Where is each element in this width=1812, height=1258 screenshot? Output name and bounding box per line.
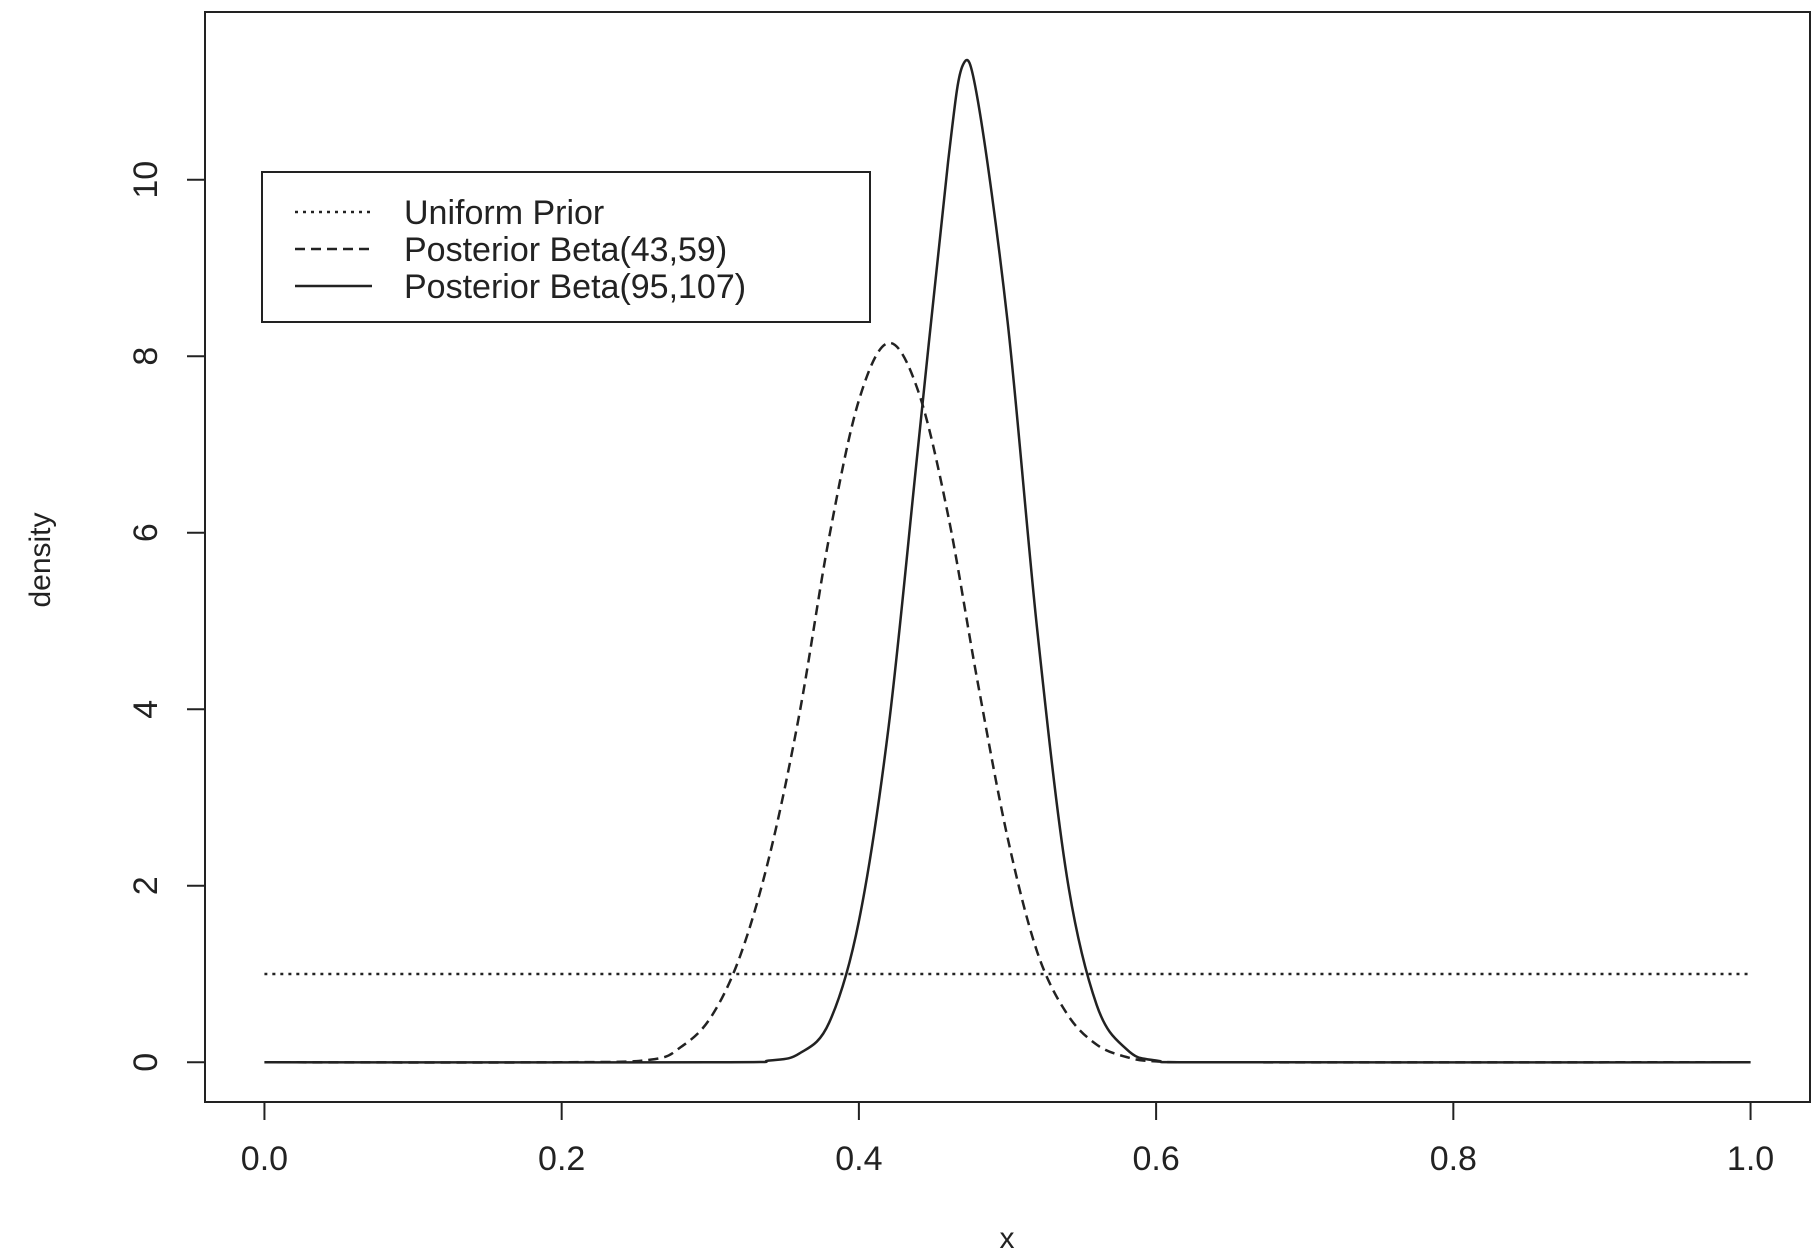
y-tick-label: 10	[127, 161, 165, 199]
y-tick-label: 8	[127, 347, 165, 366]
legend-box	[261, 171, 871, 323]
legend-label-2: Posterior Beta(43,59)	[404, 231, 727, 269]
y-tick-label: 2	[127, 876, 165, 895]
x-tick-label: 0.0	[241, 1140, 288, 1178]
x-tick-label: 0.8	[1430, 1140, 1477, 1178]
y-tick-label: 0	[127, 1053, 165, 1072]
x-axis-label: x	[1000, 1222, 1015, 1255]
x-tick-label: 0.6	[1132, 1140, 1179, 1178]
x-tick-label: 1.0	[1727, 1140, 1774, 1178]
x-tick-label: 0.4	[835, 1140, 882, 1178]
y-axis: 0 2 4 6 8 10	[127, 161, 206, 1072]
legend-label-3: Posterior Beta(95,107)	[404, 268, 746, 306]
series-line-2	[264, 341, 1751, 1064]
x-axis: 0.0 0.2 0.4 0.6 0.8 1.0	[241, 1101, 1774, 1178]
series-line-3	[264, 58, 1751, 1064]
series-layer	[264, 58, 1751, 1064]
y-tick-label: 6	[127, 523, 165, 542]
y-axis-label: density	[24, 512, 57, 607]
legend-label-1: Uniform Prior	[404, 194, 604, 232]
x-tick-label: 0.2	[538, 1140, 585, 1178]
y-tick-label: 4	[127, 700, 165, 719]
